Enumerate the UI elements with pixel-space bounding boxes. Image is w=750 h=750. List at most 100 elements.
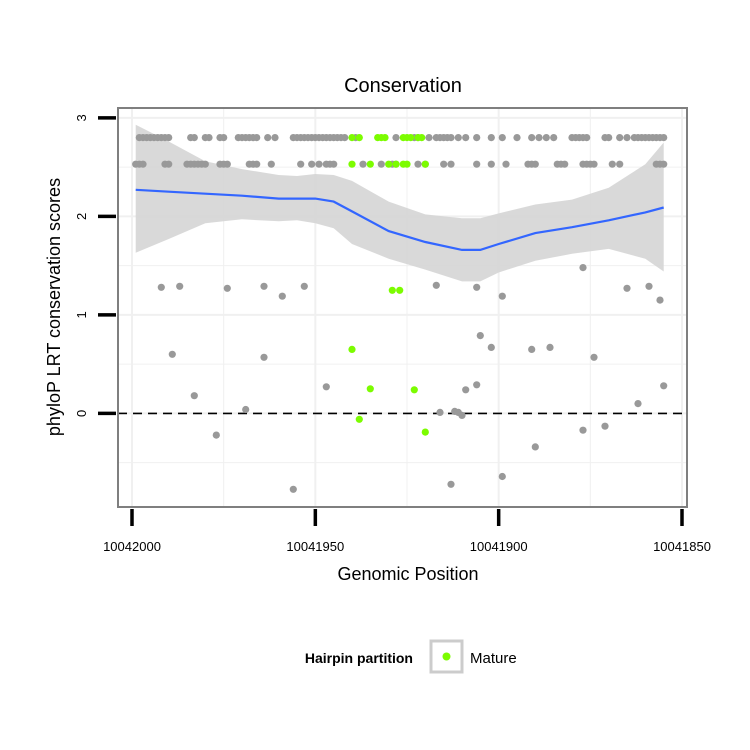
point-mature (392, 160, 400, 168)
point-other (645, 282, 653, 290)
point-mature (421, 160, 429, 168)
point-other (168, 350, 176, 358)
point-other (278, 292, 286, 300)
point-other (359, 160, 367, 168)
point-other (542, 134, 550, 142)
point-other (531, 160, 539, 168)
point-other (330, 160, 338, 168)
point-other (454, 134, 462, 142)
point-other (634, 400, 642, 408)
point-other (498, 134, 506, 142)
point-other (212, 431, 220, 439)
legend-label-mature: Mature (470, 650, 517, 667)
point-other (473, 134, 481, 142)
point-mature (355, 415, 363, 423)
point-other (487, 160, 495, 168)
point-other (432, 281, 440, 289)
point-other (502, 160, 510, 168)
point-other (176, 282, 184, 290)
legend-key-mature (442, 652, 451, 661)
point-other (165, 160, 173, 168)
point-mature (348, 134, 356, 142)
point-other (242, 405, 250, 414)
point-other (462, 134, 470, 142)
x-axis-label: Genomic Position (337, 564, 478, 584)
data-points (132, 134, 668, 493)
point-mature (385, 160, 393, 168)
point-other (205, 134, 213, 142)
point-other (425, 134, 433, 142)
x-axis: 10042000 10041950 10041900 10041850 (103, 509, 711, 554)
point-other (546, 343, 554, 351)
point-other (264, 134, 272, 142)
point-other (660, 134, 668, 142)
point-other (322, 383, 330, 391)
x-tick-label: 10041850 (653, 539, 711, 554)
point-other (498, 292, 506, 300)
point-other (487, 343, 495, 351)
point-mature (396, 286, 404, 294)
point-mature (418, 134, 426, 142)
point-other (473, 381, 481, 389)
point-other (315, 160, 323, 168)
point-other (601, 422, 609, 430)
point-other (377, 160, 385, 168)
point-other (590, 160, 598, 168)
point-other (267, 160, 275, 168)
point-other (458, 411, 466, 419)
point-other (414, 160, 422, 168)
point-other (308, 160, 316, 168)
point-other (583, 134, 591, 142)
point-other (253, 160, 261, 168)
point-other (660, 160, 668, 168)
point-other (616, 160, 624, 168)
point-other (473, 160, 481, 168)
point-other (253, 134, 261, 142)
point-other (447, 480, 455, 488)
x-tick-label: 10042000 (103, 539, 161, 554)
plot-panel (117, 107, 688, 508)
legend-key-box (429, 639, 464, 674)
point-other (201, 160, 209, 168)
point-mature (388, 286, 396, 294)
x-tick-label: 10041900 (470, 539, 528, 554)
point-mature (381, 134, 389, 142)
point-other (190, 392, 198, 400)
point-other (590, 353, 598, 361)
confidence-ribbon (135, 124, 664, 282)
point-other (608, 160, 616, 168)
legend-title: Hairpin partition (305, 650, 413, 666)
point-other (223, 284, 231, 292)
point-mature (407, 134, 415, 142)
point-other (260, 353, 268, 361)
point-mature (366, 385, 374, 393)
point-other (139, 160, 147, 168)
point-other (157, 283, 165, 291)
point-mature (403, 160, 411, 168)
point-mature (355, 134, 363, 142)
point-other (260, 282, 268, 290)
point-other (220, 134, 228, 142)
point-other (528, 134, 536, 142)
point-other (462, 386, 470, 394)
point-other (535, 134, 543, 142)
point-other (498, 472, 506, 481)
y-axis-label: phyloP LRT conservation scores (44, 178, 64, 436)
y-axis: 0 1 2 3 (74, 114, 116, 417)
point-other (341, 134, 349, 142)
point-other (623, 284, 631, 292)
y-tick-label: 0 (74, 410, 89, 417)
point-other (528, 345, 536, 353)
point-mature (410, 386, 418, 394)
panel-border (117, 107, 688, 508)
y-tick-label: 3 (74, 114, 89, 121)
point-other (616, 134, 624, 142)
y-tick-label: 1 (74, 311, 89, 318)
point-other (550, 134, 558, 142)
point-other (473, 283, 481, 291)
point-other (447, 160, 455, 168)
point-other (190, 134, 198, 142)
chart-title: Conservation (344, 75, 462, 97)
point-other (660, 382, 668, 390)
